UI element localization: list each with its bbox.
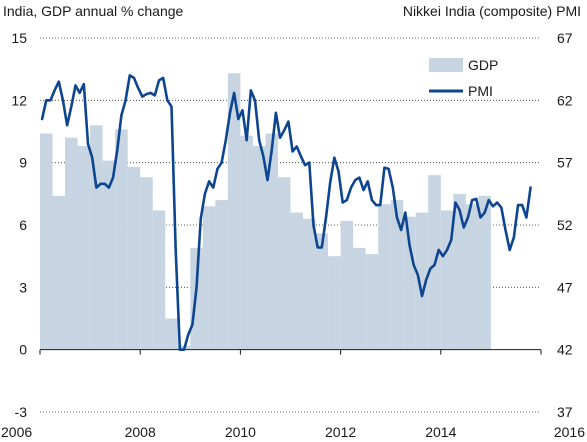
gdp-bar [403,216,416,350]
gdp-bar [140,177,153,350]
legend-label-gdp: GDP [468,57,498,73]
gdp-bar [353,247,366,350]
gdp-bar [65,137,78,350]
legend-swatch-gdp [429,58,463,72]
y-right-tick-label: 42 [557,342,573,358]
x-tick-label: 2014 [425,424,456,440]
pmi-line [40,74,532,351]
y-right-tick-label: 47 [557,279,573,295]
gdp-bars [40,73,491,350]
gdp-bar [252,146,266,350]
gdp-bar [90,125,103,350]
y-left-tick-label: 12 [11,92,27,108]
gdp-bar [390,200,404,350]
gdp-bar [453,193,466,350]
y-right-tick-label: 37 [557,404,573,420]
gdp-bar [215,200,228,350]
y-left-tick-label: -3 [15,404,28,420]
gdp-bar [127,166,141,350]
gdp-bar [152,210,166,350]
gdp-bar [378,204,391,350]
y-right-tick-label: 67 [557,30,573,46]
gdp-bar [40,133,53,350]
y-left-tick-label: 3 [19,279,27,295]
y-left-tick-label: 0 [19,342,27,358]
y-right-tick-label: 62 [557,92,573,108]
legend-label-pmi: PMI [468,83,493,99]
pmi-line-group [40,74,532,351]
y-right-tick-label: 52 [557,217,573,233]
gdp-bar [277,177,291,350]
x-tick-label: 2016 [554,424,585,440]
gdp-bar [303,218,316,350]
x-tick-label: 2006 [1,424,32,440]
x-tick-label: 2010 [225,424,256,440]
gdp-bar [102,160,116,350]
x-tick-label: 2012 [325,424,356,440]
gdp-bar [165,318,178,350]
gdp-bar [315,233,329,350]
legend: GDP PMI [429,57,498,99]
gdp-bar [52,195,66,350]
x-tick-label: 2008 [125,424,156,440]
y-left-tick-label: 15 [11,30,27,46]
y-right-tick-label: 57 [557,155,573,171]
y-left-tick-label: 9 [19,155,27,171]
gdp-bar [328,256,341,350]
gdp-bar [77,146,91,350]
y-axis-right-label: Nikkei India (composite) PMI [402,3,581,19]
tick-labels: -3 0 3 6 9 12 15 37 42 47 52 57 62 67 2006 2008 2010 2012… [1,30,585,440]
gdp-bar [240,135,253,350]
gdp-bar [465,204,479,350]
gdp-bar [227,73,241,350]
gdp-bar [115,129,128,350]
gdp-bar [265,133,278,350]
gdp-bar [478,195,491,350]
zero-axis [39,349,542,355]
y-axis-left-label: India, GDP annual % change [3,3,184,19]
y-left-tick-label: 6 [19,217,27,233]
gdp-bar [290,212,304,350]
gdp-bar [365,254,379,350]
gdp-bar [202,206,216,350]
gdp-bar [415,212,429,350]
gdp-bar [340,220,354,350]
